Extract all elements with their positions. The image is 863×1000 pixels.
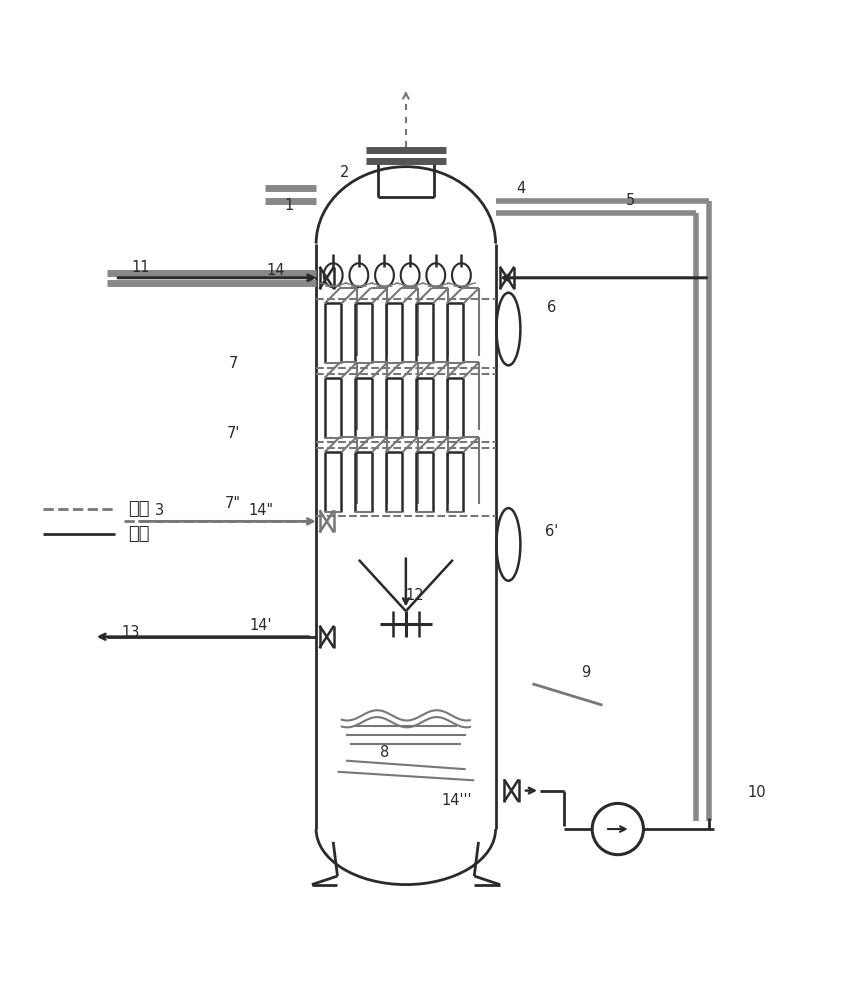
Text: 12: 12 xyxy=(405,588,424,603)
Text: 7': 7' xyxy=(226,426,240,441)
Text: 14''': 14''' xyxy=(442,793,472,808)
Text: 10: 10 xyxy=(747,785,765,800)
Text: 液相: 液相 xyxy=(128,525,149,543)
Text: 气相: 气相 xyxy=(128,500,149,518)
Text: 6: 6 xyxy=(546,300,556,315)
Text: 9: 9 xyxy=(581,665,590,680)
Text: 8: 8 xyxy=(380,745,389,760)
Text: 14": 14" xyxy=(248,503,273,518)
Text: 2: 2 xyxy=(340,165,349,180)
Text: 13: 13 xyxy=(122,625,140,640)
Text: 7": 7" xyxy=(225,496,242,511)
Text: 1: 1 xyxy=(284,198,293,213)
Text: 7: 7 xyxy=(229,356,238,371)
Text: 6': 6' xyxy=(545,524,557,539)
Text: 14: 14 xyxy=(267,263,285,278)
Text: 14': 14' xyxy=(249,618,272,633)
Text: 3: 3 xyxy=(155,503,164,518)
Text: 5: 5 xyxy=(626,193,635,208)
Text: 11: 11 xyxy=(132,260,150,275)
Text: 4: 4 xyxy=(517,181,526,196)
